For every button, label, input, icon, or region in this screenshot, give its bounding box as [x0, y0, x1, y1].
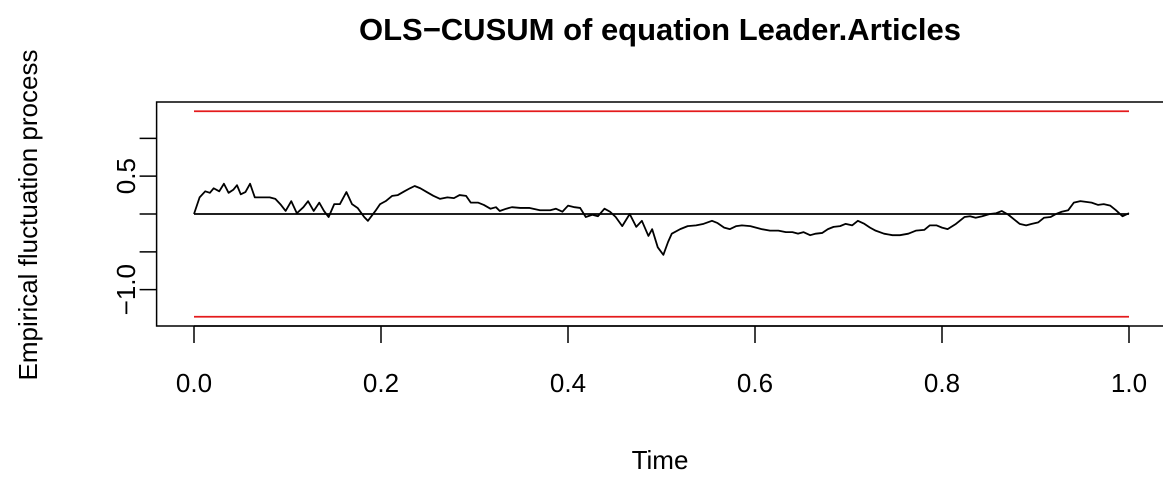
data-line	[193, 182, 1130, 256]
y-tick-label: 0.5	[111, 158, 141, 194]
x-tick-label: 1.0	[1111, 368, 1147, 398]
x-tick-label: 0.4	[550, 368, 586, 398]
x-tick-label: 0.0	[176, 368, 212, 398]
y-axis-label: Empirical fluctuation process	[13, 50, 43, 381]
x-axis-label: Time	[632, 445, 689, 475]
y-tick-label: −1.0	[111, 264, 141, 315]
chart-title: OLS−CUSUM of equation Leader.Articles	[359, 12, 961, 47]
x-tick-label: 0.8	[924, 368, 960, 398]
x-tick-label: 0.6	[737, 368, 773, 398]
x-tick-label: 0.2	[363, 368, 399, 398]
